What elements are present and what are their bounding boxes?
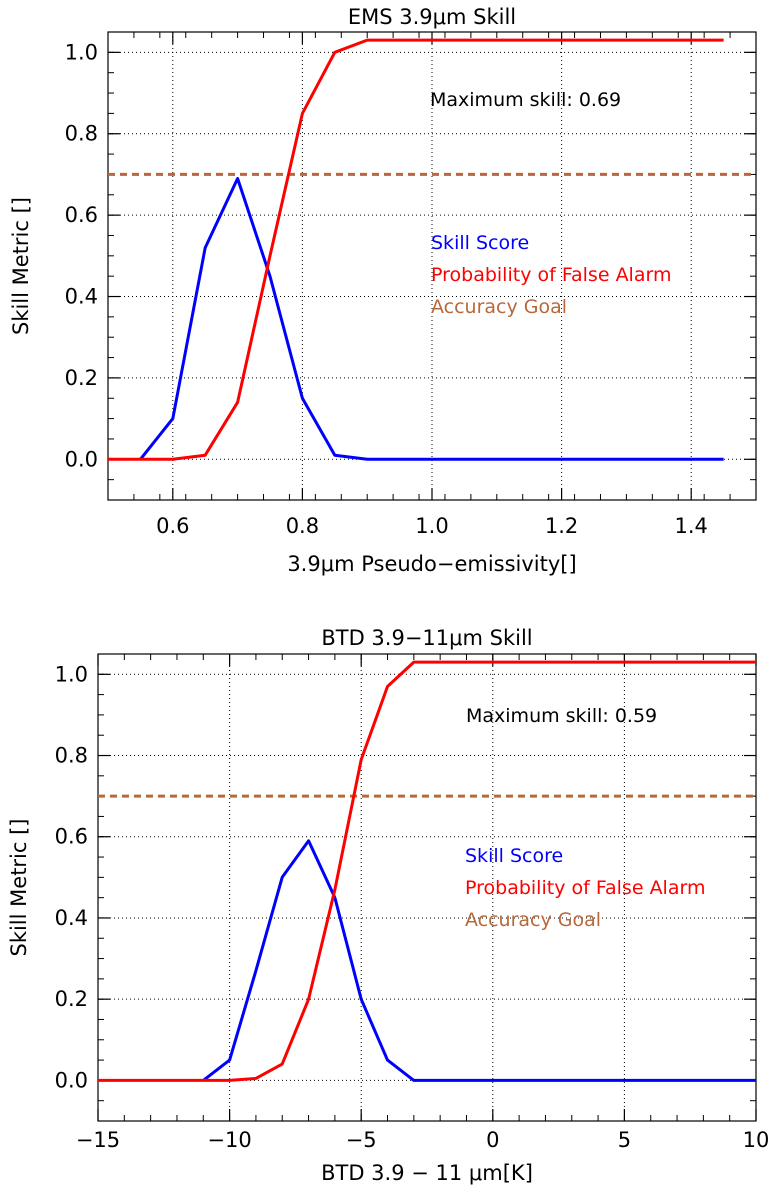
y-axis-label: Skill Metric [] [9,197,33,335]
legend-entry-accuracy-goal: Accuracy Goal [465,909,601,931]
x-tick-label: 0 [486,1128,499,1152]
plot-frame [97,653,757,1122]
y-tick-label: 0.4 [55,906,88,930]
y-tick-label: 0.8 [65,122,98,146]
x-tick-label: −5 [346,1128,377,1152]
chart-panel-1: 0.6 0.8 1.0 1.2 1.4 0.0 0.2 0.4 0.6 0.8 1.0 EMS 3.9… [9,5,757,576]
series-line-skill-score [202,839,756,1082]
x-tick-label: 0.8 [286,514,319,538]
chart-title: EMS 3.9μm Skill [348,5,516,29]
y-tick-label: 0.2 [55,987,88,1011]
y-tick-label: 1.0 [55,662,88,686]
chart-panel-2: −15 −10 −5 0 5 10 0.0 0.2 0.4 0.6 0.8 1.0 BTD 3.9−11… [7,626,769,1185]
x-tick-label: 5 [618,1128,631,1152]
x-tick-label: −10 [207,1128,251,1152]
y-tick-label: 0.0 [65,447,98,471]
y-tick-label: 0.4 [65,285,98,309]
x-tick-label: 0.6 [156,514,189,538]
legend-entry-probability-of-false-alarm: Probability of False Alarm [465,877,705,899]
x-axis-label: 3.9μm Pseudo−emissivity[] [287,552,576,576]
legend-entry-accuracy-goal: Accuracy Goal [431,296,567,318]
x-tick-label: 1.4 [674,514,707,538]
chart-title: BTD 3.9−11μm Skill [321,626,532,650]
x-tick-label: 1.2 [545,514,578,538]
legend-entry-skill-score: Skill Score [431,232,529,254]
y-tick-label: 0.0 [55,1068,88,1092]
series-line-skill-score [139,177,724,461]
x-axis-label: BTD 3.9 − 11 μm[K] [321,1161,533,1185]
y-tick-label: 0.8 [55,744,88,768]
y-tick-label: 1.0 [65,40,98,64]
max-skill-annotation: Maximum skill: 0.69 [430,89,621,111]
y-axis-label: Skill Metric [] [7,818,31,956]
y-tick-label: 0.2 [65,366,98,390]
x-tick-label: 10 [743,1128,770,1152]
legend-entry-skill-score: Skill Score [465,845,563,867]
series-line-probability-of-false-alarm [108,38,724,461]
max-skill-annotation: Maximum skill: 0.59 [466,705,657,727]
series-line-probability-of-false-alarm [98,660,756,1082]
y-tick-label: 0.6 [65,203,98,227]
x-tick-label: −15 [76,1128,120,1152]
x-tick-label: 1.0 [415,514,448,538]
y-tick-label: 0.6 [55,825,88,849]
legend-entry-probability-of-false-alarm: Probability of False Alarm [431,264,671,286]
